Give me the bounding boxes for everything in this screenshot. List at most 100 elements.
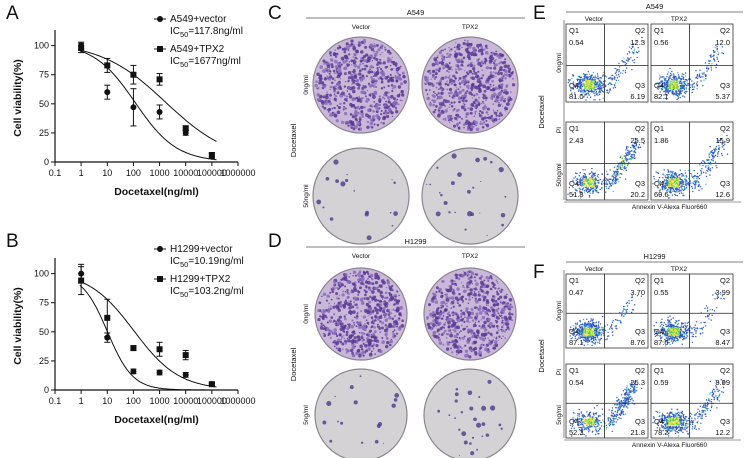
colony-dot [333,90,335,92]
quadrant-label: Q3 [720,81,730,90]
colony-dot [335,179,340,184]
event-dot [702,160,704,162]
colony-dot [351,334,355,337]
event-dot [599,83,602,86]
event-dot [602,80,605,83]
colony-dot [342,108,345,111]
colony-dot [499,90,503,94]
colony-dot [434,61,438,65]
event-dot [684,178,686,180]
colony-dot [347,76,351,80]
colony-dot [384,48,387,51]
ic50-subscript: 50 [180,30,188,39]
colony-dot [320,98,322,100]
colony-dot [483,306,488,311]
colony-dot [432,103,436,107]
colony-dot [366,108,371,112]
colony-dot [474,273,477,276]
data-point-square [182,125,189,132]
colony-dot [503,60,507,64]
event-dot [708,153,710,155]
colony-dot [353,336,357,340]
colony-dot [480,280,484,284]
colony-dot [472,70,476,73]
colony-dot [458,100,461,104]
colony-dot [458,76,462,80]
quadrant-label: Q3 [635,81,645,90]
event-dot [622,72,624,75]
colony-dot [482,100,484,103]
colony-dot [491,298,496,303]
colony-dot [487,278,489,281]
colony-dot [449,121,451,123]
colony-dot [325,95,329,100]
colony-dot [491,79,494,83]
colony-dot [439,327,443,331]
colony-dot [452,124,457,128]
colony-dot [346,337,349,340]
event-dot [706,159,708,161]
colony-dot [433,57,438,61]
colony-dot [450,54,452,56]
colony-dot [386,296,388,299]
colony-dot [466,126,469,129]
event-dot [635,51,638,53]
colony-dot [360,335,364,340]
colony-dot [456,336,459,339]
event-dot [717,150,720,153]
event-dot [616,174,619,177]
colony-dot [394,393,400,398]
colony-dot [436,166,439,169]
event-dot [599,87,602,90]
colony-dot [329,70,332,73]
colony-dot [497,282,499,285]
colony-dot [355,79,359,83]
colony-dot [457,277,461,281]
event-dot [716,155,719,157]
colony-dot [484,57,487,61]
event-dot [626,160,628,162]
colony-dot [340,335,344,339]
data-point-square [104,62,111,69]
event-dot [667,79,670,81]
colony-dot [394,309,396,312]
colony-dot [482,117,485,120]
colony-dot [481,337,485,341]
event-dot [676,191,678,193]
colony-dot [504,330,506,333]
colony-dot [322,420,327,425]
colony-dot [468,192,471,194]
data-point-square [208,152,215,159]
event-dot [707,165,709,167]
event-dot [717,54,719,56]
event-dot [625,62,628,65]
event-dot [571,77,573,80]
colony-dot [384,76,387,79]
colony-dot [322,292,327,296]
colony-dot [401,93,405,97]
colony-dot [503,295,508,300]
colony-dot [320,81,325,85]
event-dot [625,152,627,154]
event-dot [584,192,586,194]
colony-dot [499,111,502,113]
treatment-label: Docetaxel [289,347,298,381]
event-dot [673,83,675,86]
event-dot [684,83,687,86]
colony-dot [315,80,318,84]
colony-dot [462,100,464,103]
event-dot [582,73,585,75]
event-dot [608,181,611,183]
quadrant-label: Q4 [569,179,579,188]
event-dot [588,94,590,96]
event-dot [704,74,706,76]
event-dot [627,57,629,59]
colony-dot [345,42,349,46]
colony-dot [494,71,498,75]
colony-dot [444,75,448,79]
colony-dot [328,319,332,323]
event-dot [595,90,598,93]
colony-dot [387,300,391,303]
event-dot [702,73,704,75]
event-dot [633,50,636,52]
